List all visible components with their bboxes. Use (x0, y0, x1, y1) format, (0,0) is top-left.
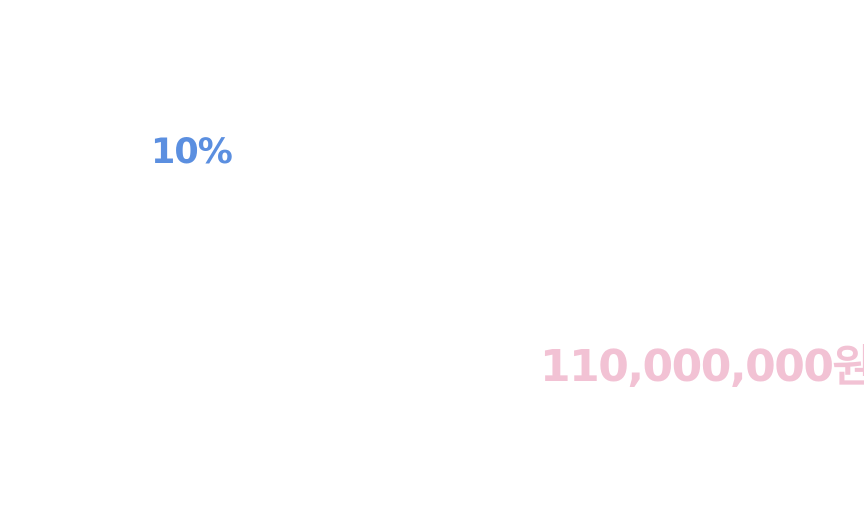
percent-value: 10% (151, 132, 233, 172)
amount-value: 110,000,000원 (540, 341, 864, 392)
